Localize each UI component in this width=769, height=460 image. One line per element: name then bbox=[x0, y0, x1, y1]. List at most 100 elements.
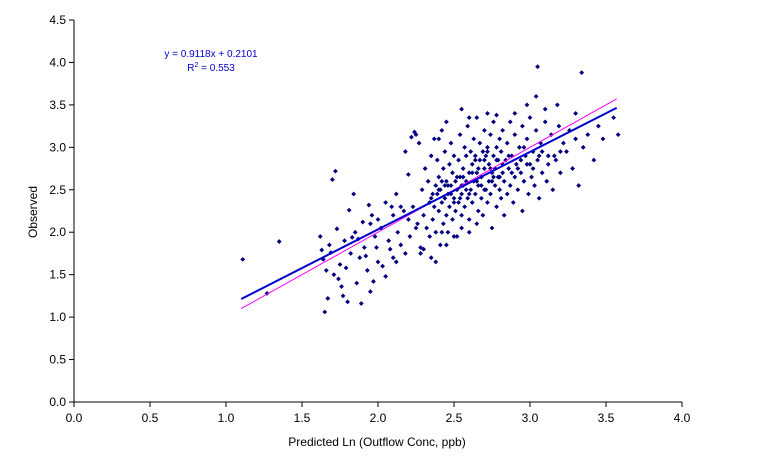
data-point bbox=[471, 136, 477, 142]
data-point bbox=[240, 256, 246, 262]
data-point bbox=[390, 255, 396, 261]
data-point bbox=[521, 178, 527, 184]
data-point bbox=[488, 132, 493, 138]
data-point bbox=[402, 149, 408, 154]
data-point bbox=[542, 119, 548, 125]
data-point bbox=[475, 183, 481, 188]
data-point bbox=[460, 166, 466, 171]
data-point bbox=[564, 149, 569, 154]
data-point bbox=[595, 123, 601, 129]
data-point bbox=[459, 191, 465, 197]
data-point bbox=[443, 242, 449, 248]
data-point bbox=[474, 115, 480, 121]
data-point bbox=[468, 187, 474, 193]
data-point bbox=[462, 204, 468, 210]
data-point bbox=[457, 174, 463, 180]
data-point bbox=[533, 93, 539, 99]
data-point bbox=[439, 200, 445, 205]
data-point bbox=[600, 136, 606, 142]
y-tick-label: 2.5 bbox=[49, 183, 66, 197]
data-point bbox=[386, 238, 392, 244]
data-point bbox=[407, 234, 413, 239]
data-point bbox=[554, 102, 560, 108]
data-point bbox=[475, 166, 481, 171]
data-point bbox=[494, 112, 499, 118]
x-tick-label: 0.0 bbox=[66, 411, 83, 425]
data-point bbox=[366, 202, 372, 208]
data-point bbox=[509, 170, 515, 176]
x-tick-label: 4.0 bbox=[674, 411, 691, 425]
y-tick-label: 1.5 bbox=[49, 268, 66, 282]
y-tick-label: 2.0 bbox=[49, 225, 66, 239]
data-point bbox=[478, 195, 484, 201]
x-tick-label: 0.5 bbox=[142, 411, 159, 425]
data-point bbox=[456, 157, 461, 163]
data-point bbox=[518, 170, 524, 176]
data-point bbox=[463, 153, 469, 159]
x-axis-title: Predicted Ln (Outflow Conc, ppb) bbox=[288, 435, 465, 449]
data-point bbox=[375, 217, 381, 222]
data-point bbox=[507, 119, 513, 125]
data-point bbox=[498, 195, 504, 201]
data-point bbox=[459, 212, 465, 218]
data-point bbox=[550, 187, 556, 193]
data-point bbox=[469, 170, 475, 176]
axis-ticks: 0.0 0.5 1.0 1.5 2.0 2.5 3.0 3.5 4.0 0.0 0.5 1.0 1.5 2… bbox=[49, 13, 690, 425]
data-point bbox=[498, 149, 504, 154]
data-point bbox=[442, 195, 448, 201]
data-point bbox=[457, 195, 463, 201]
data-point bbox=[477, 140, 483, 146]
data-point bbox=[430, 191, 436, 197]
data-point bbox=[443, 178, 449, 184]
data-point bbox=[389, 204, 395, 210]
data-point bbox=[481, 157, 487, 163]
data-point bbox=[393, 191, 399, 197]
y-tick-label: 4.5 bbox=[49, 13, 66, 27]
data-point bbox=[557, 149, 563, 154]
y-tick-label: 3.0 bbox=[49, 140, 66, 154]
data-point bbox=[374, 245, 379, 250]
data-point bbox=[580, 144, 586, 150]
data-point bbox=[465, 195, 471, 201]
data-point bbox=[331, 272, 337, 278]
data-point bbox=[390, 212, 396, 218]
x-tick-label: 2.0 bbox=[370, 411, 387, 425]
data-point bbox=[561, 140, 566, 146]
data-point bbox=[573, 110, 579, 116]
data-point bbox=[401, 208, 407, 214]
data-point bbox=[483, 153, 489, 159]
data-point bbox=[611, 115, 617, 121]
data-point bbox=[524, 136, 530, 142]
data-point bbox=[395, 229, 401, 235]
data-point bbox=[544, 178, 550, 184]
data-point bbox=[481, 187, 487, 193]
data-point bbox=[504, 191, 510, 197]
y-tick-label: 1.0 bbox=[49, 310, 66, 324]
data-point bbox=[450, 170, 455, 176]
data-point bbox=[440, 221, 446, 227]
data-point bbox=[433, 183, 439, 188]
data-point bbox=[436, 187, 442, 193]
data-point bbox=[463, 187, 469, 193]
data-point bbox=[454, 174, 460, 180]
data-point bbox=[466, 115, 472, 121]
x-tick-label: 1.0 bbox=[218, 411, 235, 425]
data-point bbox=[276, 239, 282, 244]
data-point bbox=[491, 153, 496, 159]
data-point bbox=[512, 110, 518, 116]
data-point bbox=[545, 161, 551, 167]
data-point bbox=[431, 204, 437, 210]
data-point bbox=[510, 200, 516, 205]
data-point bbox=[450, 217, 455, 222]
data-point bbox=[536, 153, 542, 159]
data-point bbox=[405, 217, 411, 222]
data-point bbox=[472, 153, 478, 159]
data-point bbox=[398, 204, 404, 210]
data-point bbox=[428, 255, 434, 261]
data-point bbox=[477, 157, 483, 163]
data-point bbox=[469, 200, 475, 205]
data-point bbox=[507, 183, 513, 188]
data-point bbox=[459, 106, 465, 112]
data-point bbox=[481, 127, 487, 133]
data-point bbox=[501, 212, 507, 218]
